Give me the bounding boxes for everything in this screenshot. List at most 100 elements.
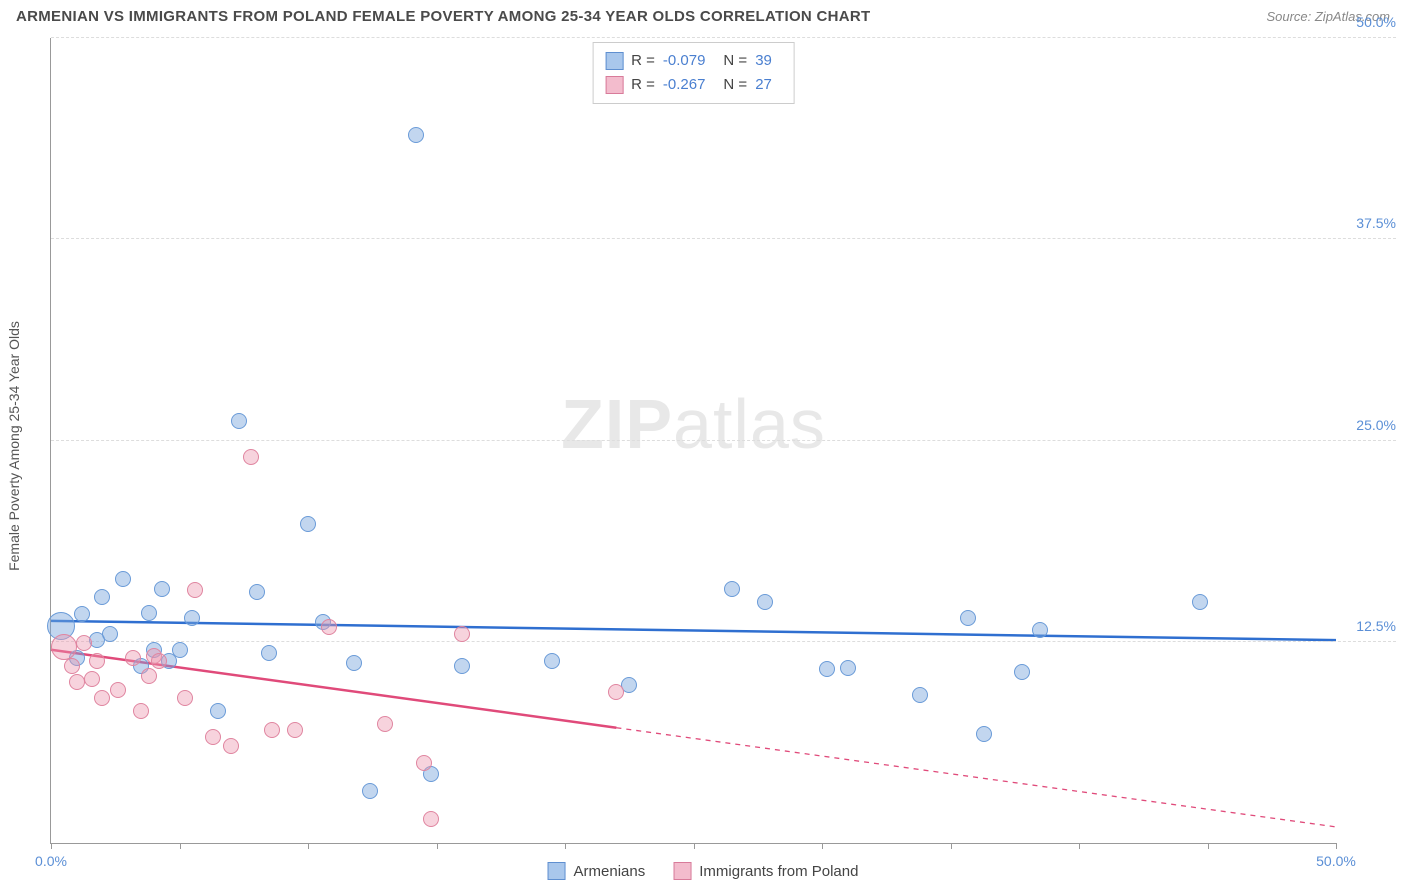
x-tick-mark: [565, 843, 566, 849]
y-tick-label: 25.0%: [1341, 417, 1396, 433]
scatter-point: [154, 581, 170, 597]
scatter-point: [231, 413, 247, 429]
x-tick-mark: [308, 843, 309, 849]
n-value: 39: [755, 49, 772, 73]
x-tick-mark: [951, 843, 952, 849]
legend-item: Immigrants from Poland: [673, 862, 858, 880]
gridline: [51, 37, 1396, 38]
scatter-point: [960, 610, 976, 626]
chart-title: ARMENIAN VS IMMIGRANTS FROM POLAND FEMAL…: [16, 8, 871, 25]
scatter-point: [141, 668, 157, 684]
scatter-point: [321, 619, 337, 635]
scatter-point: [172, 642, 188, 658]
scatter-point: [287, 722, 303, 738]
r-label: R =: [631, 49, 655, 73]
scatter-point: [249, 584, 265, 600]
x-tick-mark: [1208, 843, 1209, 849]
scatter-point: [300, 516, 316, 532]
scatter-point: [840, 660, 856, 676]
scatter-point: [84, 671, 100, 687]
x-tick-mark: [437, 843, 438, 849]
x-tick-label: 50.0%: [1316, 853, 1356, 869]
x-tick-mark: [180, 843, 181, 849]
r-value: -0.267: [663, 73, 706, 97]
y-tick-label: 37.5%: [1341, 215, 1396, 231]
x-tick-mark: [822, 843, 823, 849]
n-value: 27: [755, 73, 772, 97]
scatter-point: [177, 690, 193, 706]
scatter-point: [1192, 594, 1208, 610]
scatter-point: [125, 650, 141, 666]
x-tick-mark: [1336, 843, 1337, 849]
scatter-point: [454, 626, 470, 642]
scatter-point: [102, 626, 118, 642]
scatter-point: [184, 610, 200, 626]
scatter-point: [69, 674, 85, 690]
scatter-point: [377, 716, 393, 732]
scatter-point: [94, 690, 110, 706]
series-legend: Armenians Immigrants from Poland: [548, 862, 859, 880]
scatter-point: [408, 127, 424, 143]
scatter-point: [912, 687, 928, 703]
legend-label: Armenians: [574, 863, 646, 880]
y-tick-label: 12.5%: [1341, 618, 1396, 634]
scatter-point: [1014, 664, 1030, 680]
scatter-point: [76, 635, 92, 651]
scatter-point: [243, 449, 259, 465]
scatter-point: [210, 703, 226, 719]
legend-item: Armenians: [548, 862, 646, 880]
scatter-point: [819, 661, 835, 677]
scatter-point: [976, 726, 992, 742]
trendline-dashed: [616, 728, 1336, 827]
y-axis-label: Female Poverty Among 25-34 Year Olds: [6, 321, 22, 571]
x-tick-mark: [1079, 843, 1080, 849]
legend-swatch: [605, 76, 623, 94]
chart-plot-area: ZIPatlas R =-0.079N =39R =-0.267N =27 12…: [50, 38, 1336, 844]
scatter-point: [223, 738, 239, 754]
scatter-point: [608, 684, 624, 700]
scatter-point: [757, 594, 773, 610]
scatter-point: [74, 606, 90, 622]
scatter-point: [264, 722, 280, 738]
scatter-point: [51, 634, 77, 660]
y-tick-label: 50.0%: [1341, 14, 1396, 30]
scatter-point: [187, 582, 203, 598]
gridline: [51, 440, 1396, 441]
x-tick-mark: [694, 843, 695, 849]
scatter-point: [151, 653, 167, 669]
scatter-point: [423, 811, 439, 827]
n-label: N =: [723, 49, 747, 73]
r-value: -0.079: [663, 49, 706, 73]
scatter-point: [1032, 622, 1048, 638]
scatter-point: [544, 653, 560, 669]
scatter-point: [89, 653, 105, 669]
legend-label: Immigrants from Poland: [699, 863, 858, 880]
scatter-point: [110, 682, 126, 698]
gridline: [51, 641, 1396, 642]
scatter-point: [205, 729, 221, 745]
x-tick-label: 0.0%: [35, 853, 67, 869]
r-label: R =: [631, 73, 655, 97]
stats-row: R = -0.079 N = 39: [605, 49, 782, 73]
scatter-point: [346, 655, 362, 671]
correlation-stats-legend: R = -0.079 N = 39 R = -0.267 N = 27: [592, 42, 795, 104]
legend-swatch: [605, 52, 623, 70]
scatter-point: [115, 571, 131, 587]
x-tick-mark: [51, 843, 52, 849]
scatter-point: [141, 605, 157, 621]
watermark: ZIPatlas: [561, 384, 826, 464]
stats-row: R = -0.267 N = 27: [605, 73, 782, 97]
scatter-point: [261, 645, 277, 661]
gridline: [51, 238, 1396, 239]
n-label: N =: [723, 73, 747, 97]
trendlines-layer: [51, 38, 1336, 843]
scatter-point: [94, 589, 110, 605]
scatter-point: [64, 658, 80, 674]
legend-swatch: [673, 862, 691, 880]
scatter-point: [362, 783, 378, 799]
legend-swatch: [548, 862, 566, 880]
scatter-point: [416, 755, 432, 771]
scatter-point: [454, 658, 470, 674]
scatter-point: [724, 581, 740, 597]
scatter-point: [133, 703, 149, 719]
